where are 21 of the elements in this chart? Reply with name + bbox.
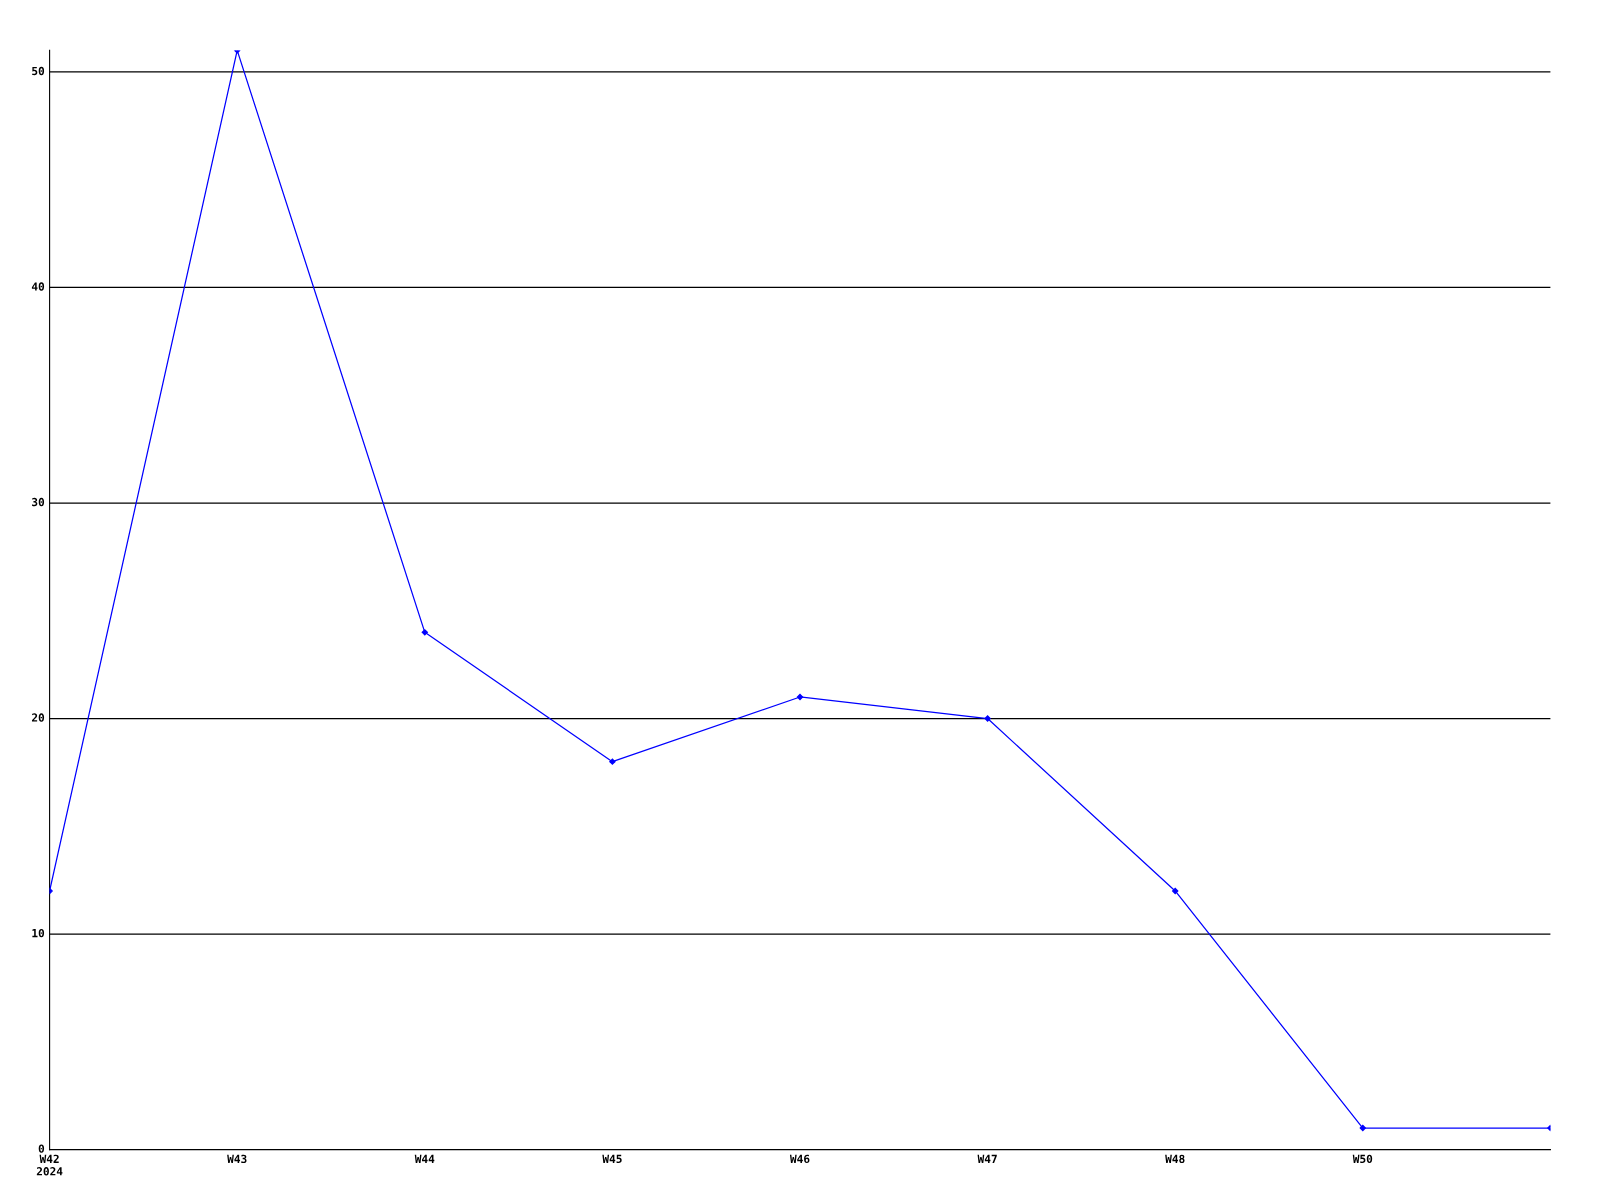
point — [421, 629, 428, 636]
x-tick-label: W47 — [977, 1154, 997, 1163]
x-tick-label: W43 — [227, 1154, 247, 1164]
point — [609, 758, 616, 765]
x-tick-label: W42 2024 — [36, 1154, 63, 1176]
x-tick-label: W46 — [789, 1154, 810, 1164]
x-tick-label: W48 — [1165, 1154, 1185, 1164]
point — [1172, 887, 1179, 895]
x-tick-label: W44 — [414, 1154, 435, 1163]
x-tick-label: W45 — [602, 1154, 622, 1164]
y-tick-label: 20 — [31, 713, 45, 722]
y-tick-label: 0 — [38, 1144, 45, 1153]
line-series — [49, 50, 1551, 1132]
y-tick-label: 40 — [31, 282, 45, 291]
point — [796, 693, 804, 701]
y-tick-label: 10 — [32, 928, 45, 938]
x-tick-label: W50 — [1352, 1154, 1373, 1164]
point — [1359, 1124, 1366, 1132]
point — [984, 715, 991, 722]
y-tick-label: 50 — [32, 66, 45, 76]
y-tick-label: 30 — [32, 497, 45, 507]
